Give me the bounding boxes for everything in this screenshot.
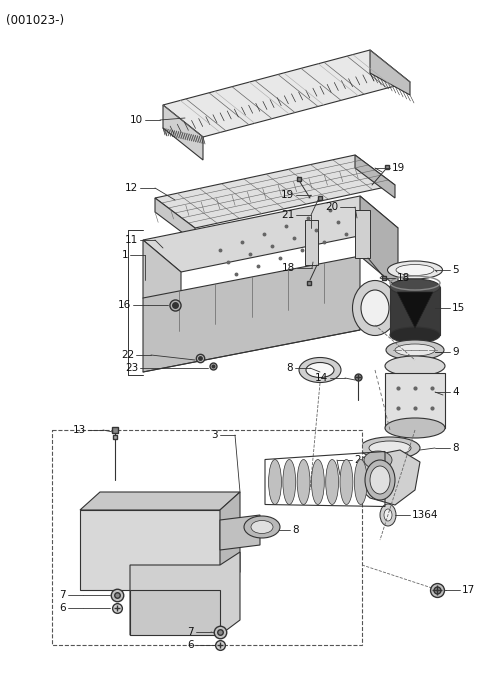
Text: 22: 22 [121,350,134,360]
Text: 3: 3 [211,430,218,440]
Ellipse shape [390,279,440,295]
Ellipse shape [244,516,280,538]
Polygon shape [385,373,445,428]
Text: 21: 21 [281,210,294,220]
Polygon shape [352,450,420,505]
Text: 12: 12 [125,183,138,193]
Polygon shape [305,220,318,265]
Text: 1: 1 [121,250,128,260]
Text: 23: 23 [125,363,138,373]
Text: 7: 7 [187,627,194,637]
Text: (001023-): (001023-) [6,14,64,27]
Text: 18: 18 [397,273,410,283]
Text: 8: 8 [287,363,293,373]
Text: 16: 16 [118,300,131,310]
Polygon shape [355,155,395,198]
Ellipse shape [269,460,281,504]
Polygon shape [155,198,195,242]
Ellipse shape [299,358,341,383]
Ellipse shape [386,340,444,360]
Ellipse shape [360,437,420,459]
Ellipse shape [395,344,435,356]
Ellipse shape [364,451,392,469]
Polygon shape [220,492,240,590]
Polygon shape [143,256,360,372]
Polygon shape [360,196,398,288]
Polygon shape [143,240,181,330]
Polygon shape [220,515,260,550]
Ellipse shape [297,460,310,504]
Text: 13: 13 [73,425,86,435]
Polygon shape [130,590,220,635]
Polygon shape [163,105,203,160]
Polygon shape [390,287,440,335]
Text: 8: 8 [452,443,458,453]
Ellipse shape [326,460,338,504]
FancyBboxPatch shape [52,430,362,645]
Polygon shape [155,155,395,228]
Text: 6: 6 [187,640,194,650]
Ellipse shape [380,504,396,526]
Polygon shape [163,50,410,137]
Text: 4: 4 [452,387,458,397]
Polygon shape [80,492,240,510]
Ellipse shape [306,362,334,377]
Text: 5: 5 [452,265,458,275]
Ellipse shape [354,460,367,504]
Text: 7: 7 [60,590,66,600]
Ellipse shape [385,418,445,438]
Text: 17: 17 [462,585,475,595]
Polygon shape [130,552,240,635]
Text: 19: 19 [281,190,294,200]
Ellipse shape [396,264,434,276]
Ellipse shape [283,460,296,504]
Ellipse shape [370,466,390,494]
Ellipse shape [340,460,353,504]
Text: 9: 9 [452,347,458,357]
Polygon shape [370,50,410,95]
Ellipse shape [387,261,443,279]
Text: 1364: 1364 [412,510,439,520]
Ellipse shape [390,327,440,343]
Ellipse shape [312,460,324,504]
Text: 10: 10 [130,115,143,125]
Ellipse shape [361,290,389,326]
Ellipse shape [352,281,397,335]
Ellipse shape [365,460,395,500]
Text: 14: 14 [315,373,328,383]
Ellipse shape [251,521,273,533]
Polygon shape [355,210,370,258]
Polygon shape [143,196,398,272]
Text: 11: 11 [125,235,138,245]
Polygon shape [80,510,220,590]
Ellipse shape [369,441,411,455]
Text: 15: 15 [452,303,465,313]
Text: 2: 2 [354,455,360,465]
Text: 8: 8 [292,525,299,535]
Ellipse shape [384,509,392,521]
Text: 20: 20 [325,202,338,212]
Polygon shape [397,292,433,328]
Text: 6: 6 [60,603,66,613]
Text: 19: 19 [392,163,405,173]
Text: 18: 18 [282,263,295,273]
Ellipse shape [385,356,445,376]
